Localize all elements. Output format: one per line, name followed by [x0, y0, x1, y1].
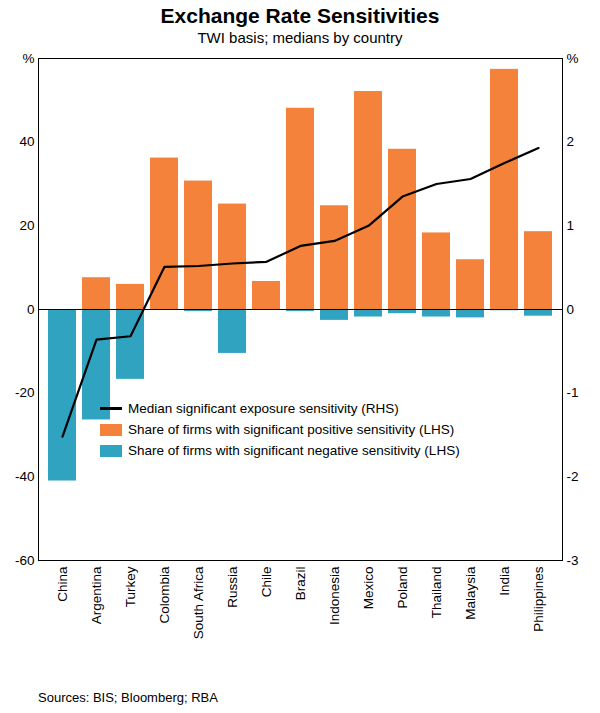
svg-text:1: 1	[567, 218, 575, 233]
svg-text:South Africa: South Africa	[191, 566, 206, 639]
html-text:TWI basis; medians by country: TWI basis; medians by country	[197, 29, 403, 46]
svg-text:Brazil: Brazil	[293, 567, 308, 601]
svg-text:-3: -3	[567, 553, 579, 568]
html-text:Sources: BIS; Bloomberg; RBA: Sources: BIS; Bloomberg; RBA	[38, 690, 218, 705]
svg-text:-60: -60	[15, 553, 35, 568]
svg-text:2: 2	[567, 134, 575, 149]
svg-text:-1: -1	[567, 385, 579, 400]
svg-text:Turkey: Turkey	[123, 566, 138, 607]
svg-text:40: 40	[19, 134, 34, 149]
svg-text:Poland: Poland	[395, 567, 410, 609]
html-text:Median significant exposure se: Median significant exposure sensitivity …	[128, 401, 399, 416]
svg-text:Chile: Chile	[259, 567, 274, 598]
svg-text:Russia: Russia	[225, 566, 240, 608]
svg-text:Colombia: Colombia	[157, 566, 172, 624]
svg-text:Philippines: Philippines	[531, 566, 546, 632]
svg-text:Thailand: Thailand	[429, 567, 444, 619]
svg-text:20: 20	[19, 218, 34, 233]
svg-text:Indonesia: Indonesia	[327, 566, 342, 625]
svg-text:0: 0	[567, 302, 575, 317]
html-text:Exchange Rate Sensitivities: Exchange Rate Sensitivities	[160, 4, 440, 27]
svg-text:Argentina: Argentina	[89, 566, 104, 624]
html-text:Share of firms with significan: Share of firms with significant positive…	[128, 422, 455, 437]
svg-text:Mexico: Mexico	[361, 567, 376, 610]
svg-text:-2: -2	[567, 469, 579, 484]
svg-text:-40: -40	[15, 469, 35, 484]
html-text:Share of firms with significan: Share of firms with significant negative…	[128, 443, 460, 458]
svg-text:Malaysia: Malaysia	[463, 566, 478, 620]
svg-text:0: 0	[27, 302, 35, 317]
svg-text:India: India	[497, 566, 512, 596]
svg-text:%: %	[567, 51, 579, 66]
svg-text:China: China	[55, 566, 70, 602]
svg-text:%: %	[22, 51, 34, 66]
svg-text:-20: -20	[15, 385, 35, 400]
